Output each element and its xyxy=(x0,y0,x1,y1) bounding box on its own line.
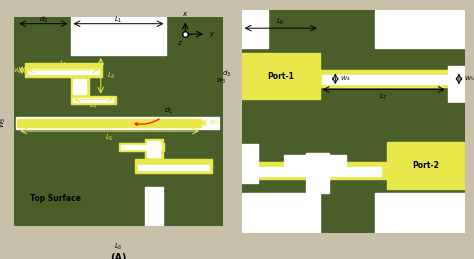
Text: Port-2: Port-2 xyxy=(412,161,439,170)
Bar xyxy=(255,167,381,176)
Bar xyxy=(322,75,448,84)
Bar xyxy=(320,70,453,87)
Text: (A): (A) xyxy=(110,253,127,259)
Bar xyxy=(242,193,320,233)
Bar xyxy=(145,139,164,159)
Text: $d_3$: $d_3$ xyxy=(221,69,231,79)
Bar xyxy=(73,78,86,94)
Bar xyxy=(448,66,465,105)
Bar xyxy=(306,153,328,193)
Bar xyxy=(71,17,166,55)
Text: $L_5$: $L_5$ xyxy=(105,133,114,143)
Bar xyxy=(16,117,219,129)
Text: $x$: $x$ xyxy=(182,10,189,18)
Bar xyxy=(28,69,99,74)
Text: $L_3$: $L_3$ xyxy=(107,71,116,81)
Text: $L_7$: $L_7$ xyxy=(379,91,388,102)
Bar xyxy=(242,144,258,183)
Text: Field Decorrelation Lines: Field Decorrelation Lines xyxy=(309,111,397,116)
Text: $d_2$: $d_2$ xyxy=(39,14,48,25)
Bar xyxy=(145,188,164,226)
Text: $W_S$: $W_S$ xyxy=(0,116,8,128)
Bar xyxy=(121,145,161,149)
Bar xyxy=(242,10,268,48)
Bar xyxy=(73,98,113,102)
Text: $w_3$: $w_3$ xyxy=(217,77,227,86)
Text: $L_2$: $L_2$ xyxy=(59,59,67,69)
Bar xyxy=(375,193,465,233)
Bar xyxy=(71,96,117,104)
Text: $d_1$: $d_1$ xyxy=(135,105,173,126)
Text: $L_1$: $L_1$ xyxy=(114,14,123,25)
Text: Top Surface: Top Surface xyxy=(30,195,82,203)
Text: $L_4$: $L_4$ xyxy=(89,101,98,111)
Bar xyxy=(135,159,212,173)
Text: $z$: $z$ xyxy=(177,39,183,47)
Text: $L_6$: $L_6$ xyxy=(276,17,285,27)
Bar xyxy=(253,162,386,178)
Bar xyxy=(386,142,465,189)
Bar xyxy=(242,53,320,99)
Bar xyxy=(242,103,465,122)
Bar xyxy=(71,77,89,97)
Bar xyxy=(18,119,201,127)
Text: $W_2$: $W_2$ xyxy=(209,118,220,127)
Bar xyxy=(138,165,209,170)
Bar xyxy=(375,10,465,48)
Text: $L_S$: $L_S$ xyxy=(114,242,123,252)
Text: $W_4$: $W_4$ xyxy=(340,75,350,83)
Text: $y$: $y$ xyxy=(209,30,216,39)
Text: $W_5$: $W_5$ xyxy=(465,75,474,83)
Bar xyxy=(118,143,164,151)
Bar xyxy=(147,141,160,157)
Bar xyxy=(284,155,346,173)
Bar xyxy=(25,63,102,77)
Text: Port-1: Port-1 xyxy=(267,71,294,81)
Text: $W_1$: $W_1$ xyxy=(13,66,23,75)
